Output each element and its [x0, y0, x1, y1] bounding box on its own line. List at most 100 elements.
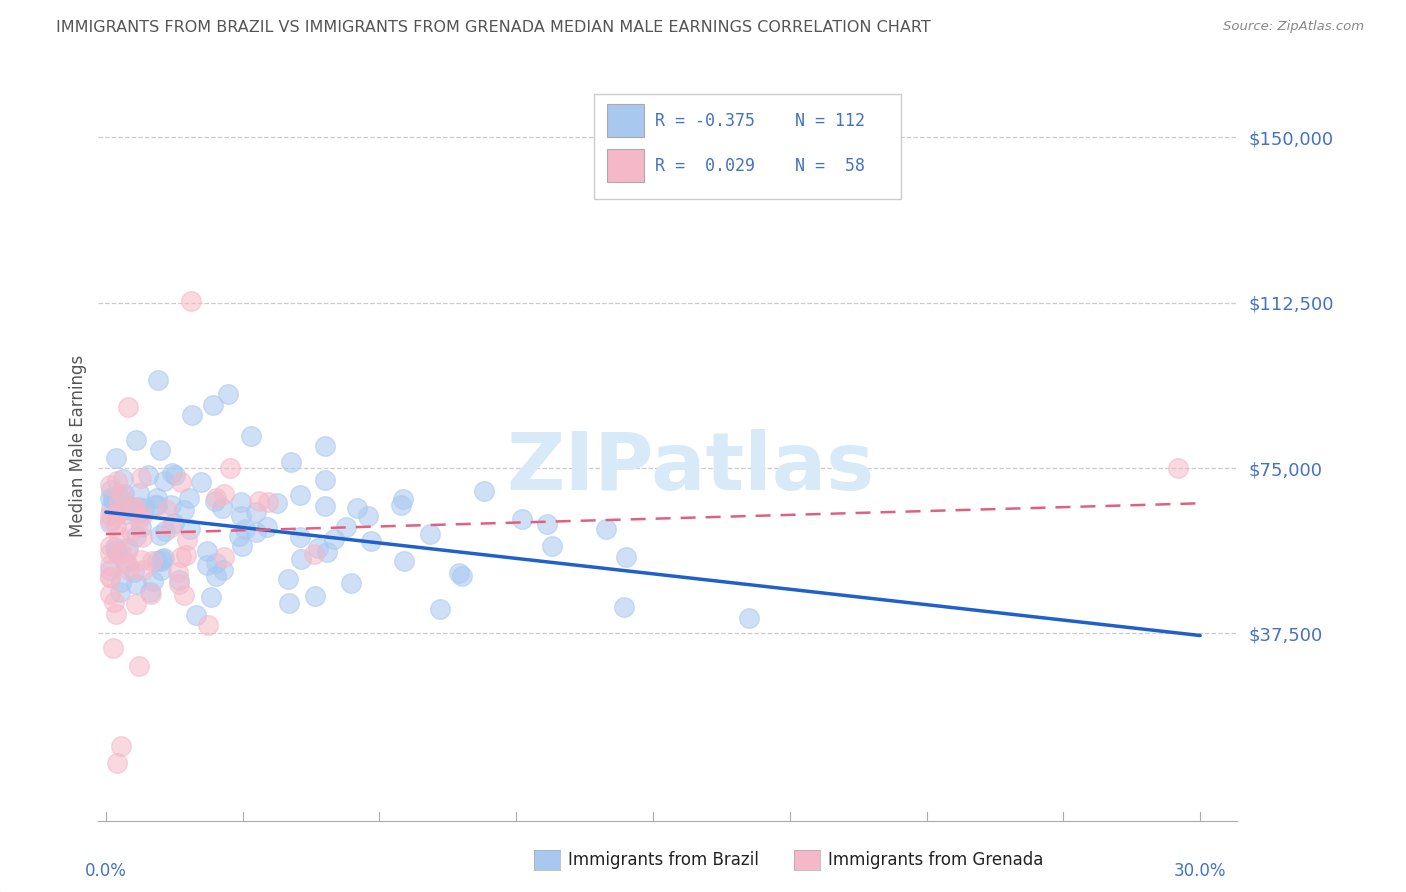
Point [146, 491, 169, 505]
Point [141, 587, 163, 601]
Point [346, 500, 368, 515]
Point [125, 529, 148, 543]
Point [160, 519, 183, 533]
Point [142, 574, 165, 589]
Point [360, 534, 382, 549]
Point [101, 641, 124, 656]
Text: Source: ZipAtlas.com: Source: ZipAtlas.com [1223, 20, 1364, 33]
Point [128, 512, 150, 526]
Point [114, 555, 136, 569]
Point [323, 532, 346, 546]
Point [1167, 461, 1189, 475]
Point [107, 494, 129, 508]
Point [127, 500, 149, 514]
Point [108, 584, 131, 599]
Point [166, 566, 188, 580]
Point [139, 585, 162, 599]
Text: 0.0%: 0.0% [84, 863, 127, 880]
Point [129, 520, 152, 534]
Point [98, 508, 121, 523]
Text: R = -0.375    N = 112: R = -0.375 N = 112 [655, 112, 865, 130]
Point [233, 522, 256, 536]
Point [114, 507, 136, 521]
Point [190, 475, 212, 490]
Point [277, 573, 299, 587]
Point [169, 577, 191, 591]
Text: 30.0%: 30.0% [1174, 863, 1226, 880]
Point [449, 566, 471, 580]
Point [290, 552, 312, 566]
Point [200, 591, 222, 605]
Point [307, 541, 329, 556]
Point [98, 491, 121, 505]
Point [105, 546, 128, 560]
Point [173, 503, 195, 517]
Point [128, 485, 150, 500]
Point [302, 547, 325, 561]
Point [145, 553, 167, 567]
Point [314, 499, 336, 513]
Point [138, 468, 160, 483]
Point [536, 517, 558, 532]
Point [104, 450, 127, 465]
Point [211, 501, 233, 516]
Point [98, 539, 121, 553]
FancyBboxPatch shape [593, 94, 901, 199]
Point [110, 739, 132, 753]
Point [217, 386, 239, 401]
Point [146, 373, 169, 387]
Point [229, 509, 252, 524]
Point [239, 429, 262, 443]
Point [201, 398, 224, 412]
Text: R =  0.029    N =  58: R = 0.029 N = 58 [655, 157, 865, 175]
Point [186, 608, 208, 623]
Bar [607, 103, 644, 137]
Point [180, 409, 202, 423]
Point [389, 498, 412, 512]
Point [510, 511, 533, 525]
Point [125, 598, 148, 612]
Text: IMMIGRANTS FROM BRAZIL VS IMMIGRANTS FROM GRENADA MEDIAN MALE EARNINGS CORRELATI: IMMIGRANTS FROM BRAZIL VS IMMIGRANTS FRO… [56, 20, 931, 35]
Point [169, 549, 191, 564]
Point [257, 495, 280, 509]
Point [155, 524, 177, 538]
Point [153, 474, 176, 488]
Point [266, 495, 288, 509]
Point [141, 554, 163, 568]
Point [149, 527, 172, 541]
Point [180, 293, 202, 308]
Point [125, 434, 148, 448]
Point [613, 600, 636, 615]
Point [98, 513, 121, 527]
Point [280, 455, 302, 469]
Point [122, 500, 145, 514]
Point [107, 488, 129, 502]
Point [98, 478, 121, 492]
Point [162, 516, 184, 531]
Point [304, 589, 326, 603]
Point [143, 499, 166, 513]
Point [156, 502, 179, 516]
Point [738, 611, 761, 625]
Point [103, 595, 125, 609]
Point [110, 574, 132, 589]
Point [170, 475, 193, 490]
Point [245, 525, 267, 540]
Point [245, 505, 267, 519]
Point [150, 563, 173, 577]
Point [121, 500, 143, 515]
Point [288, 530, 311, 544]
Point [176, 533, 198, 547]
Point [167, 573, 190, 587]
Point [316, 545, 339, 559]
Text: Immigrants from Brazil: Immigrants from Brazil [568, 851, 759, 869]
Point [472, 483, 495, 498]
Point [150, 552, 173, 566]
Point [212, 563, 235, 577]
Point [165, 468, 187, 483]
Point [98, 516, 121, 531]
Point [179, 522, 201, 536]
Point [105, 607, 128, 622]
Point [124, 501, 146, 516]
Point [131, 553, 153, 567]
